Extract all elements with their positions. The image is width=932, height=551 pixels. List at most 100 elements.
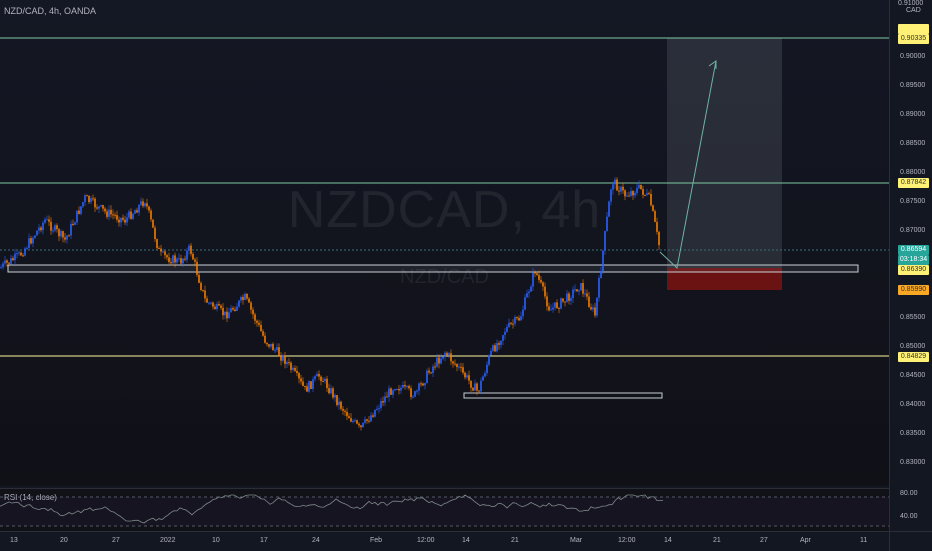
- candle-body: [130, 211, 132, 219]
- price-axis[interactable]: 0.91000 CAD 0.90000 0.89500 0.89000 0.88500…: [889, 0, 932, 531]
- candle-body: [154, 227, 156, 240]
- candle-body: [226, 311, 228, 319]
- candle-body: [394, 389, 396, 391]
- candle-body: [14, 253, 16, 261]
- candle-body: [304, 385, 306, 387]
- candle-body: [404, 384, 406, 387]
- candle-body: [150, 210, 152, 220]
- candle-body: [652, 205, 654, 212]
- time-tick: Feb: [370, 537, 383, 544]
- candle-body: [436, 357, 438, 367]
- candle-body: [562, 298, 564, 302]
- candle-body: [480, 380, 482, 392]
- candle-body: [86, 195, 88, 197]
- candle-body: [80, 206, 82, 214]
- target-price-tag: 0.90335: [898, 34, 929, 44]
- price-chart[interactable]: [0, 0, 889, 486]
- support-box[interactable]: [7, 264, 859, 273]
- candle-body: [354, 420, 356, 422]
- candle-body: [330, 388, 332, 394]
- main-chart-pane[interactable]: NZD/CAD, 4h, OANDA NZDCAD, 4h NZD/CAD: [0, 0, 889, 486]
- candle-body: [50, 221, 52, 231]
- price-tick: 0.89500: [900, 82, 926, 89]
- candle-body: [570, 298, 572, 301]
- candle-body: [464, 372, 466, 378]
- target-zone[interactable]: [667, 38, 782, 268]
- candle-body: [566, 293, 568, 302]
- price-tick: 0.84000: [900, 401, 926, 408]
- candle-body: [56, 225, 58, 230]
- symbol-title[interactable]: NZD/CAD, 4h, OANDA: [4, 6, 97, 16]
- price-axis-top: 0.91000: [898, 0, 924, 7]
- candle-body: [148, 206, 150, 211]
- candle-body: [20, 252, 22, 256]
- candle-body: [426, 370, 428, 384]
- support-price-tag: 0.86390: [898, 265, 929, 275]
- stop-zone[interactable]: [667, 268, 782, 290]
- candle-body: [138, 204, 140, 213]
- candle-body: [642, 189, 644, 195]
- candle-body: [326, 378, 328, 389]
- candle-body: [506, 326, 508, 332]
- candle-body: [558, 308, 560, 310]
- candle-body: [524, 297, 526, 310]
- candle-body: [0, 267, 2, 269]
- candle-body: [478, 390, 480, 392]
- price-tick: 0.89000: [900, 111, 926, 118]
- candle-body: [230, 307, 232, 313]
- candle-body: [112, 214, 114, 216]
- candle-body: [170, 262, 172, 264]
- candle-body: [568, 293, 570, 301]
- candles: [0, 177, 660, 431]
- candle-body: [518, 317, 520, 321]
- candle-body: [54, 225, 56, 231]
- candle-body: [44, 219, 46, 223]
- time-tick: 20: [60, 537, 68, 544]
- candle-body: [650, 193, 652, 206]
- candle-body: [602, 250, 604, 272]
- candle-body: [288, 362, 290, 364]
- candle-body: [612, 184, 614, 190]
- candle-body: [120, 217, 122, 223]
- candle-body: [500, 340, 502, 345]
- demand-box[interactable]: [463, 392, 663, 399]
- candle-body: [268, 344, 270, 347]
- candle-body: [300, 378, 302, 382]
- price-tick: 0.84500: [900, 372, 926, 379]
- candle-body: [456, 364, 458, 368]
- trend-arrow-icon[interactable]: [659, 60, 717, 269]
- candle-body: [248, 298, 250, 303]
- candle-body: [188, 245, 190, 251]
- time-tick: 10: [212, 537, 220, 544]
- candle-body: [246, 293, 248, 299]
- price-tick: 0.85000: [900, 343, 926, 350]
- candle-body: [244, 293, 246, 301]
- candle-body: [552, 307, 554, 310]
- axis-corner[interactable]: [889, 531, 932, 551]
- candle-body: [626, 195, 628, 197]
- time-tick: Apr: [800, 537, 811, 544]
- candle-body: [212, 302, 214, 307]
- candle-body: [302, 381, 304, 386]
- candle-body: [556, 302, 558, 309]
- candle-body: [588, 296, 590, 308]
- countdown-tag: 03:18:34: [898, 255, 929, 265]
- candle-body: [486, 364, 488, 374]
- candle-body: [592, 307, 594, 310]
- candle-body: [310, 381, 312, 389]
- time-tick: 21: [713, 537, 721, 544]
- rsi-lower-label: 40.00: [900, 513, 918, 520]
- rsi-pane[interactable]: RSI (14, close): [0, 488, 889, 532]
- candle-body: [346, 411, 348, 417]
- price-tick: 0.88000: [900, 169, 926, 176]
- candle-body: [186, 250, 188, 260]
- candle-body: [98, 206, 100, 209]
- candle-body: [140, 201, 142, 205]
- candle-body: [52, 230, 54, 232]
- candle-body: [544, 286, 546, 297]
- time-tick: 14: [664, 537, 672, 544]
- candle-body: [510, 322, 512, 324]
- target-tag-placeholder: [898, 24, 929, 34]
- candle-body: [200, 282, 202, 291]
- time-axis[interactable]: 13 20 27 2022 10 17 24 Feb 12:00 14 21 Mar 12:00 14 21…: [0, 531, 889, 551]
